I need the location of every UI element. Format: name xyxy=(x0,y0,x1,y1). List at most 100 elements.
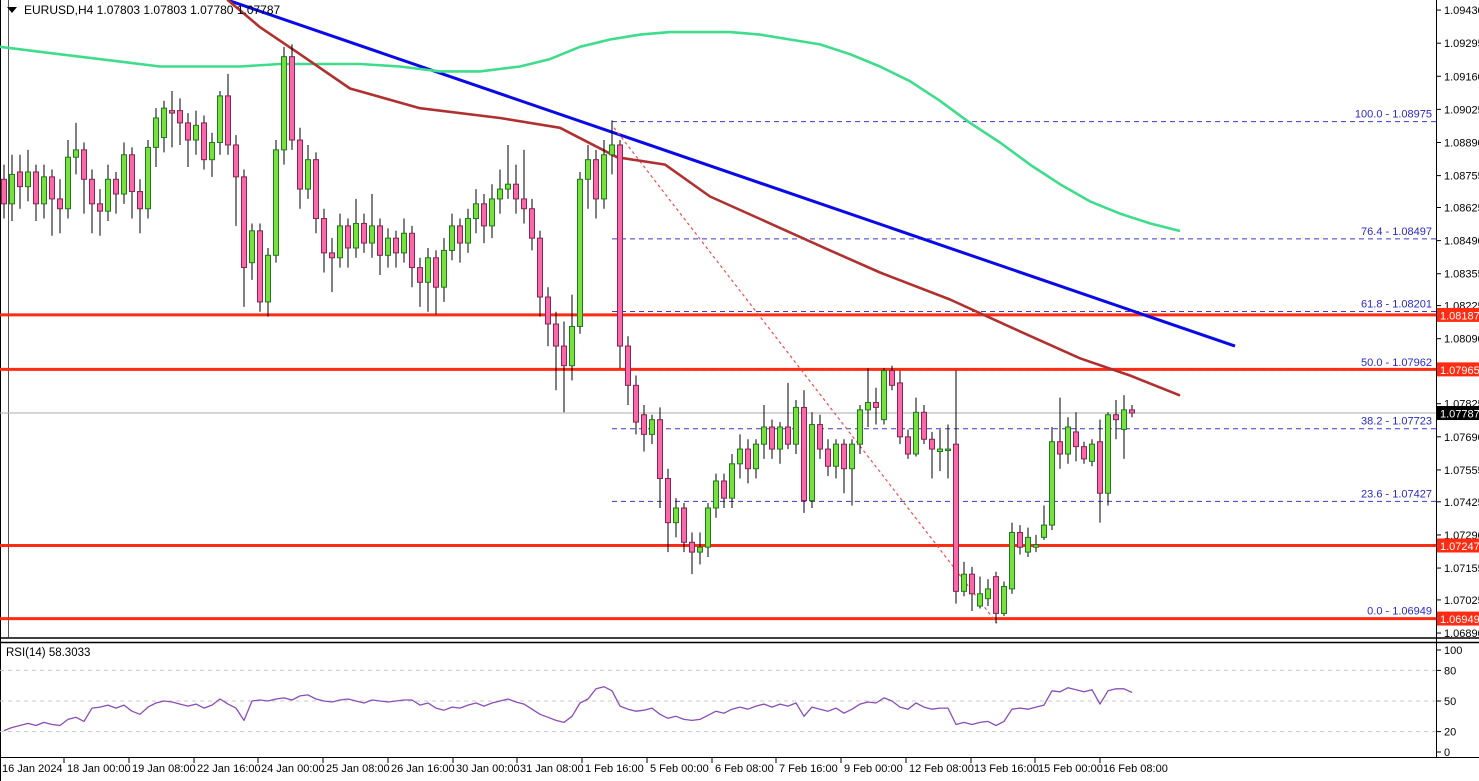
time-tick-label: 6 Feb 08:00 xyxy=(715,763,774,775)
price-tick-label: 1.08890 xyxy=(1444,138,1479,150)
time-tick-label: 1 Feb 16:00 xyxy=(585,763,644,775)
candle-bull xyxy=(713,480,719,509)
candle-bear xyxy=(1081,446,1087,460)
candle-bear xyxy=(801,406,807,502)
candle-bull xyxy=(761,426,767,445)
candle-bull xyxy=(449,225,455,251)
candle-bull xyxy=(121,154,127,195)
candle-bull xyxy=(265,254,271,303)
main-pane[interactable]: 100.0 - 1.08975 76.4 - 1.08497 61.8 - 1.08… xyxy=(0,0,1436,781)
candle-bull xyxy=(193,124,199,141)
candle-bear xyxy=(97,203,103,212)
candle-bull xyxy=(1049,441,1055,526)
candle-bear xyxy=(1129,409,1135,414)
candle-bear xyxy=(593,159,599,200)
candle-bear xyxy=(825,448,831,467)
price-tick-label: 1.07425 xyxy=(1444,497,1479,509)
candle-bear xyxy=(769,426,775,450)
time-tick-label: 9 Feb 00:00 xyxy=(844,763,903,775)
candle-bear xyxy=(1057,441,1063,455)
blue-trendline[interactable] xyxy=(227,0,1236,348)
candle-bull xyxy=(441,249,447,288)
price-axis[interactable]: 1.09430 1.09295 1.09160 1.09025 1.08890 1.087… xyxy=(1436,0,1479,758)
candle-bear xyxy=(241,176,247,269)
candle-bull xyxy=(249,230,255,264)
candle-bear xyxy=(873,401,879,408)
time-axis[interactable]: 16 Jan 2024 18 Jan 00:00 19 Jan 08:00 22 Ja… xyxy=(0,757,1479,776)
time-tick-label: 30 Jan 00:00 xyxy=(456,763,520,775)
rsi-pane[interactable]: 100 80 50 20 0 xyxy=(0,637,1479,759)
candle-bull xyxy=(1009,531,1015,590)
candle-bear xyxy=(841,443,847,470)
candle-bull xyxy=(489,198,495,227)
candle-bear xyxy=(377,225,383,256)
candle-bear xyxy=(889,370,895,386)
candle-bull xyxy=(41,176,47,205)
candle-bear xyxy=(481,203,487,227)
time-tick-label: 7 Feb 16:00 xyxy=(779,763,838,775)
candle-bear xyxy=(321,218,327,254)
ma-slow-darkred xyxy=(226,0,1181,397)
time-tick-label: 18 Jan 00:00 xyxy=(67,763,131,775)
candle-bull xyxy=(1105,414,1111,494)
candle-bull xyxy=(793,406,799,445)
candle-bull xyxy=(737,448,743,465)
price-tag-red xyxy=(1437,307,1479,322)
rsi-tick-label: 100 xyxy=(1444,645,1462,657)
price-tick-label: 1.07025 xyxy=(1444,595,1479,607)
candle-bull xyxy=(673,507,679,524)
candle-bull xyxy=(609,144,615,156)
candle-bear xyxy=(521,198,527,210)
candle-bear xyxy=(225,95,231,146)
time-tick-label: 16 Jan 2024 xyxy=(2,763,63,775)
candle-bull xyxy=(777,426,783,450)
candle-bear xyxy=(545,296,551,325)
symbol-dropdown-icon[interactable] xyxy=(7,7,17,13)
candles xyxy=(1,44,1135,624)
fib-level-label: 38.2 - 1.07723 xyxy=(1361,416,1432,428)
time-tick-label: 31 Jan 08:00 xyxy=(520,763,584,775)
candle-bear xyxy=(1097,441,1103,494)
candle-bull xyxy=(105,178,111,212)
price-tick-label: 1.09295 xyxy=(1444,38,1479,50)
candle-bull xyxy=(9,173,15,205)
candle-bear xyxy=(177,110,183,124)
candle-bear xyxy=(665,478,671,524)
candle-bear xyxy=(169,110,175,114)
red-dotted-trendline[interactable] xyxy=(613,127,998,624)
candle-bull xyxy=(369,225,375,244)
candle-bull xyxy=(849,443,855,470)
price-tick-label: 1.07555 xyxy=(1444,465,1479,477)
candle-bear xyxy=(137,191,143,210)
candle-bull xyxy=(505,183,511,190)
candle-bear xyxy=(905,436,911,455)
candle-bear xyxy=(17,171,23,188)
candle-bear xyxy=(993,576,999,614)
candle-bull xyxy=(977,593,983,607)
ma-fast-green xyxy=(0,30,1181,233)
time-tick-label: 26 Jan 16:00 xyxy=(391,763,455,775)
fib-level-label: 100.0 - 1.08975 xyxy=(1355,109,1432,121)
time-tick-label: 22 Jan 16:00 xyxy=(197,763,261,775)
rsi-line xyxy=(3,686,1133,732)
candle-bear xyxy=(233,144,239,178)
fib-level-label: 61.8 - 1.08201 xyxy=(1361,298,1432,310)
candle-bear xyxy=(513,183,519,200)
candle-bear xyxy=(1017,531,1023,548)
candle-bull xyxy=(401,232,407,254)
candle-bear xyxy=(897,382,903,438)
candle-bull xyxy=(697,546,703,553)
rsi-tick-label: 20 xyxy=(1444,727,1456,739)
candle-bear xyxy=(297,139,303,190)
candle-bull xyxy=(209,142,215,161)
candle-bull xyxy=(1025,536,1031,553)
price-tag-red xyxy=(1437,362,1479,377)
candle-bull xyxy=(305,159,311,190)
candle-bull xyxy=(337,225,343,259)
candle-bull xyxy=(353,222,359,249)
candle-bear xyxy=(361,222,367,244)
price-tag-red-text: 1.08187 xyxy=(1440,310,1479,322)
